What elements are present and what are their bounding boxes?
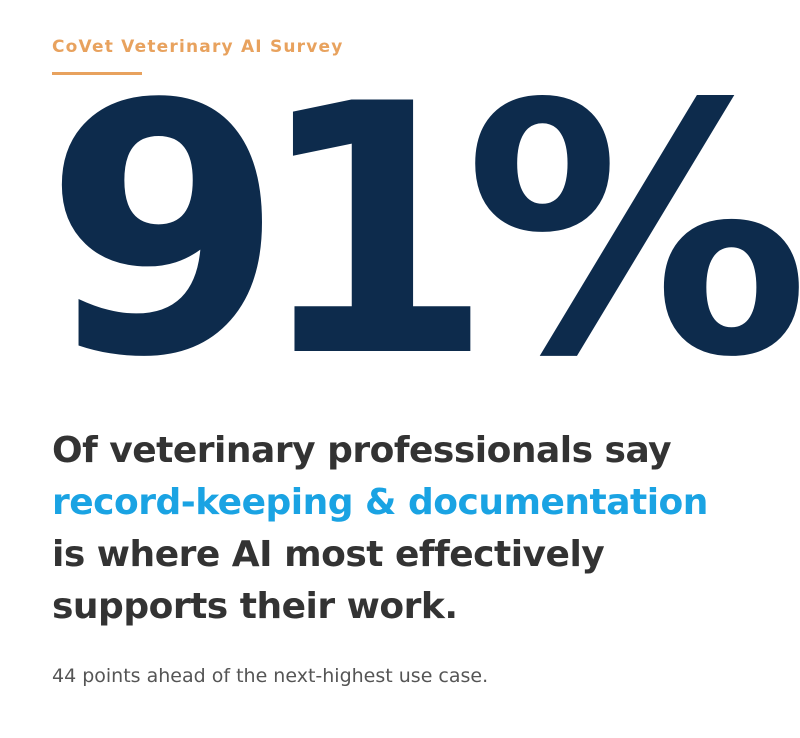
description-line-4: supports their work.	[52, 586, 458, 627]
headline-statistic: 91%	[44, 32, 800, 433]
description-highlight: record-keeping & documentation	[52, 482, 708, 523]
survey-title: CoVet Veterinary AI Survey	[52, 37, 344, 57]
description-line-1: Of veterinary professionals say	[52, 430, 672, 471]
statistic-description: Of veterinary professionals say record-k…	[52, 425, 772, 633]
title-underline	[52, 72, 142, 75]
footnote: 44 points ahead of the next-highest use …	[52, 665, 489, 687]
description-line-3: is where AI most effectively	[52, 534, 605, 575]
